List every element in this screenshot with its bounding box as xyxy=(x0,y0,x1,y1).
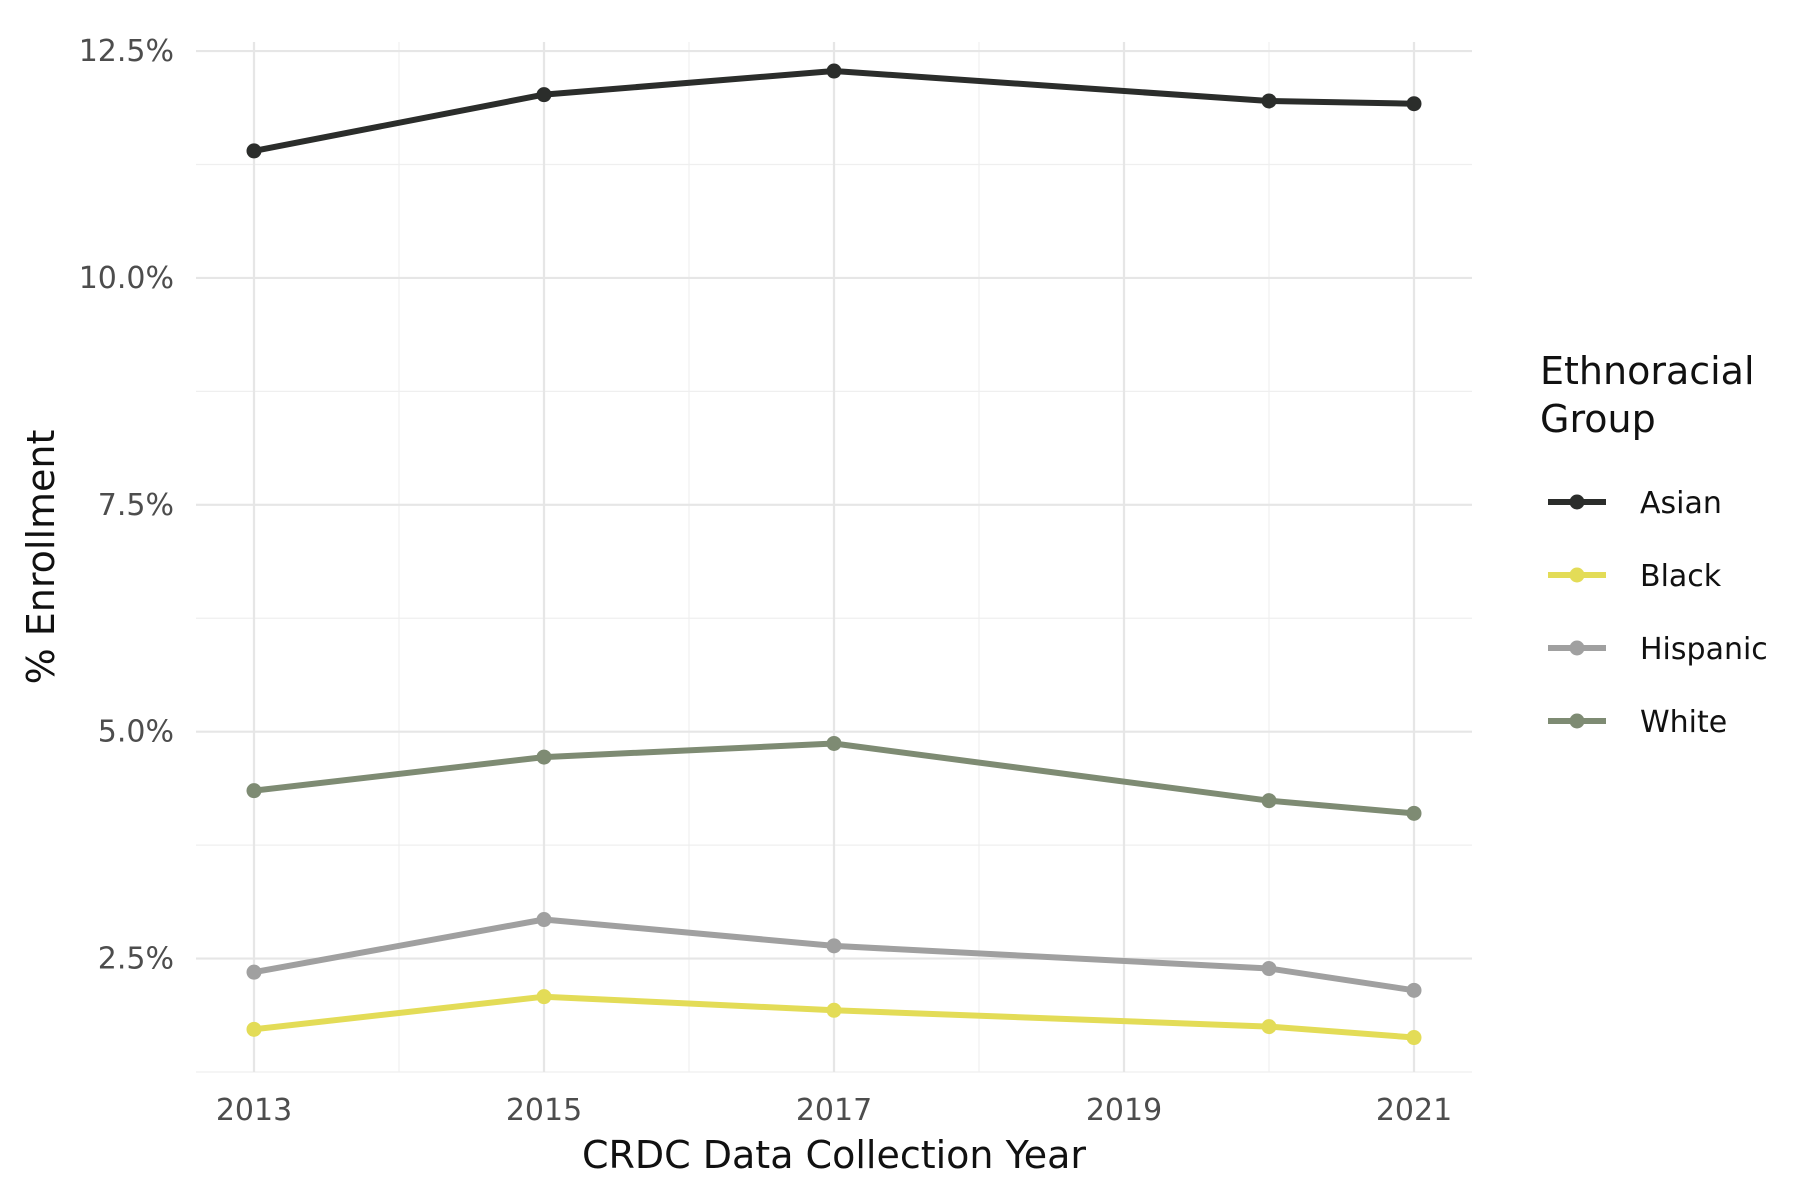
series-black xyxy=(246,989,1422,1046)
data-point-white xyxy=(1406,805,1422,821)
series-hispanic xyxy=(246,912,1422,998)
legend-title-line-1: Ethnoracial xyxy=(1540,349,1755,393)
legend-item-black: Black xyxy=(1548,559,1722,594)
x-tick-label: 2021 xyxy=(1376,1093,1452,1128)
data-point-hispanic xyxy=(826,938,842,954)
data-point-asian xyxy=(536,87,552,103)
data-point-asian xyxy=(826,63,842,79)
data-point-asian xyxy=(1261,93,1277,109)
legend-item-hispanic: Hispanic xyxy=(1548,632,1768,667)
x-axis-title: CRDC Data Collection Year xyxy=(582,1133,1086,1177)
legend-key-point-hispanic xyxy=(1569,640,1585,656)
y-tick-label: 2.5% xyxy=(98,942,174,977)
plot-series xyxy=(246,63,1422,1046)
legend-label-white: White xyxy=(1640,705,1727,740)
data-point-asian xyxy=(246,143,262,159)
x-tick-label: 2013 xyxy=(216,1093,292,1128)
y-tick-label: 7.5% xyxy=(98,488,174,523)
legend-items: Asian Black Hispanic White xyxy=(1548,486,1768,740)
legend-label-hispanic: Hispanic xyxy=(1640,632,1768,667)
legend: Ethnoracial Group Asian Black Hispanic Whit… xyxy=(1540,349,1768,740)
data-point-black xyxy=(826,1002,842,1018)
data-point-white xyxy=(826,735,842,751)
y-tick-label: 5.0% xyxy=(98,715,174,750)
series-white xyxy=(246,735,1422,821)
data-point-hispanic xyxy=(1406,982,1422,998)
data-point-white xyxy=(536,749,552,765)
legend-key-point-black xyxy=(1569,567,1585,583)
legend-item-white: White xyxy=(1548,705,1727,740)
legend-label-black: Black xyxy=(1640,559,1722,594)
data-point-hispanic xyxy=(536,912,552,928)
data-point-hispanic xyxy=(1261,961,1277,977)
data-point-black xyxy=(1261,1019,1277,1035)
legend-key-point-white xyxy=(1569,713,1585,729)
x-tick-label: 2019 xyxy=(1086,1093,1162,1128)
x-tick-label: 2015 xyxy=(506,1093,582,1128)
series-asian xyxy=(246,63,1422,159)
legend-key-point-asian xyxy=(1569,494,1585,510)
data-point-hispanic xyxy=(246,964,262,980)
axes: 2.5% 5.0% 7.5% 10.0% 12.5% 2013 2015 2017 2019 20… xyxy=(79,34,1452,1128)
data-point-black xyxy=(536,989,552,1005)
legend-title-line-2: Group xyxy=(1540,397,1656,441)
data-point-black xyxy=(246,1021,262,1037)
y-tick-label: 10.0% xyxy=(79,261,174,296)
x-tick-label: 2017 xyxy=(796,1093,872,1128)
data-point-black xyxy=(1406,1030,1422,1046)
data-point-white xyxy=(246,783,262,799)
data-point-white xyxy=(1261,793,1277,809)
y-tick-label: 12.5% xyxy=(79,34,174,69)
data-point-asian xyxy=(1406,96,1422,112)
grid xyxy=(196,42,1472,1073)
legend-label-asian: Asian xyxy=(1640,486,1722,521)
y-axis-title: % Enrollment xyxy=(19,430,63,685)
legend-item-asian: Asian xyxy=(1548,486,1722,521)
